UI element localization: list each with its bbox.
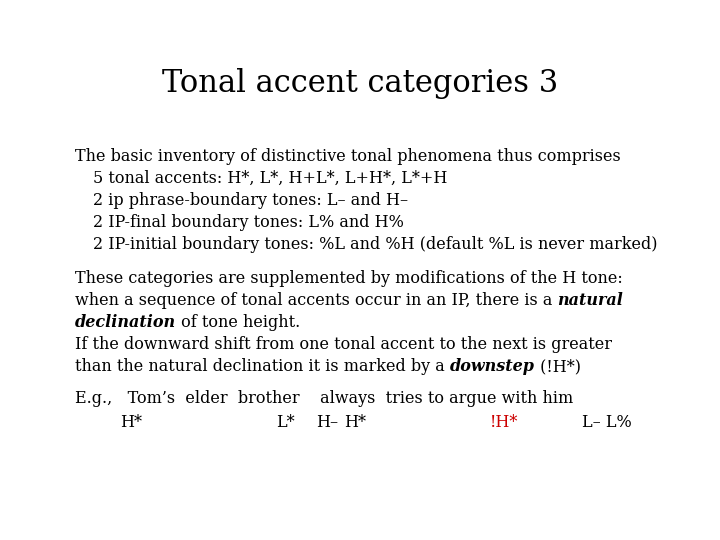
Text: when a sequence of tonal accents occur in an IP, there is a: when a sequence of tonal accents occur i… (75, 292, 557, 309)
Text: of tone height.: of tone height. (176, 314, 300, 331)
Text: natural: natural (557, 292, 624, 309)
Text: The basic inventory of distinctive tonal phenomena thus comprises: The basic inventory of distinctive tonal… (75, 148, 621, 165)
Text: 5 tonal accents: H*, L*, H+L*, L+H*, L*+H: 5 tonal accents: H*, L*, H+L*, L+H*, L*+… (93, 170, 447, 187)
Text: H–: H– (316, 414, 338, 431)
Text: These categories are supplemented by modifications of the H tone:: These categories are supplemented by mod… (75, 270, 623, 287)
Text: than the natural declination it is marked by a: than the natural declination it is marke… (75, 358, 450, 375)
Text: L*: L* (276, 414, 294, 431)
Text: L– L%: L– L% (582, 414, 631, 431)
Text: !H*: !H* (490, 414, 518, 431)
Text: 2 ip phrase-boundary tones: L– and H–: 2 ip phrase-boundary tones: L– and H– (93, 192, 408, 209)
Text: 2 IP-initial boundary tones: %L and %H (default %L is never marked): 2 IP-initial boundary tones: %L and %H (… (93, 236, 657, 253)
Text: 2 IP-final boundary tones: L% and H%: 2 IP-final boundary tones: L% and H% (93, 214, 404, 231)
Text: If the downward shift from one tonal accent to the next is greater: If the downward shift from one tonal acc… (75, 336, 612, 353)
Text: E.g.,   Tom’s  elder  brother    always  tries to argue with him: E.g., Tom’s elder brother always tries t… (75, 390, 573, 407)
Text: downstep: downstep (450, 358, 535, 375)
Text: declination: declination (75, 314, 176, 331)
Text: Tonal accent categories 3: Tonal accent categories 3 (162, 68, 558, 99)
Text: H*: H* (344, 414, 366, 431)
Text: (!H*): (!H*) (535, 358, 581, 375)
Text: H*: H* (120, 414, 142, 431)
